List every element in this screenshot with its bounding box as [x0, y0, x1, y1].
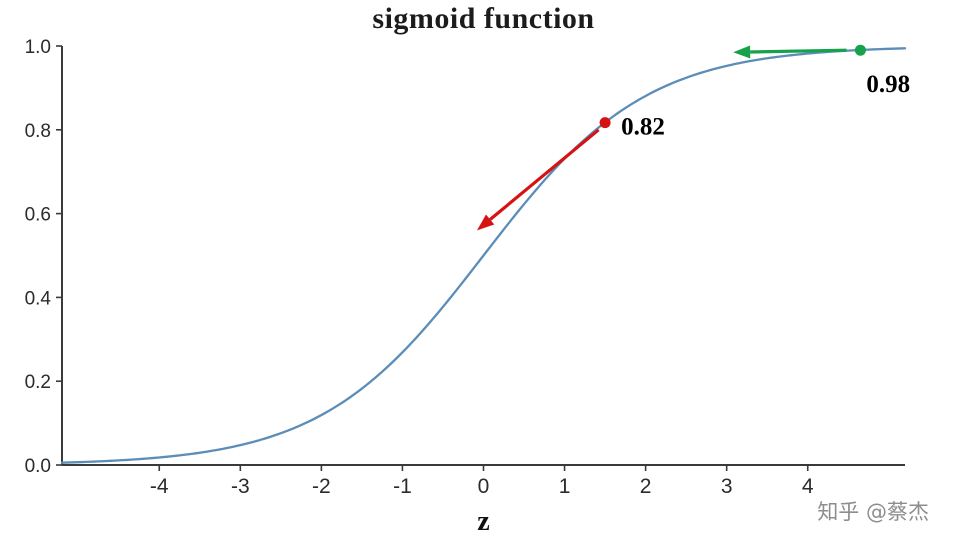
gradient-arrow-red-shaft	[489, 128, 600, 221]
x-tick-label: 1	[559, 475, 571, 498]
gradient-arrow-green-head	[733, 45, 751, 59]
x-tick-label: 3	[721, 475, 733, 498]
x-tick-label: 4	[802, 475, 814, 498]
gradient-arrow-red-head	[477, 214, 495, 231]
y-tick-label: 0.0	[25, 456, 51, 477]
point-0.98-label: 0.98	[866, 71, 910, 98]
x-tick-label: 2	[640, 475, 652, 498]
y-tick-label: 0.4	[25, 288, 52, 309]
y-tick-label: 1.0	[25, 37, 51, 58]
y-tick-label: 0.6	[25, 205, 51, 226]
point-0.82	[599, 117, 611, 129]
x-tick-label: 0	[478, 475, 490, 498]
gradient-arrow-green-shaft	[750, 48, 847, 54]
x-tick-label: -1	[393, 475, 412, 498]
x-tick-label: -3	[231, 475, 250, 498]
x-axis-label: z	[477, 506, 490, 537]
point-0.98	[854, 44, 866, 56]
sigmoid-curve	[60, 47, 907, 464]
point-0.82-label: 0.82	[621, 114, 665, 141]
y-tick-label: 0.8	[25, 121, 51, 142]
watermark: 知乎 @蔡杰	[817, 500, 929, 524]
chart-title: sigmoid function	[372, 2, 595, 35]
x-tick-label: -4	[150, 475, 169, 498]
y-tick-label: 0.2	[25, 372, 51, 393]
x-tick-label: -2	[312, 475, 331, 498]
